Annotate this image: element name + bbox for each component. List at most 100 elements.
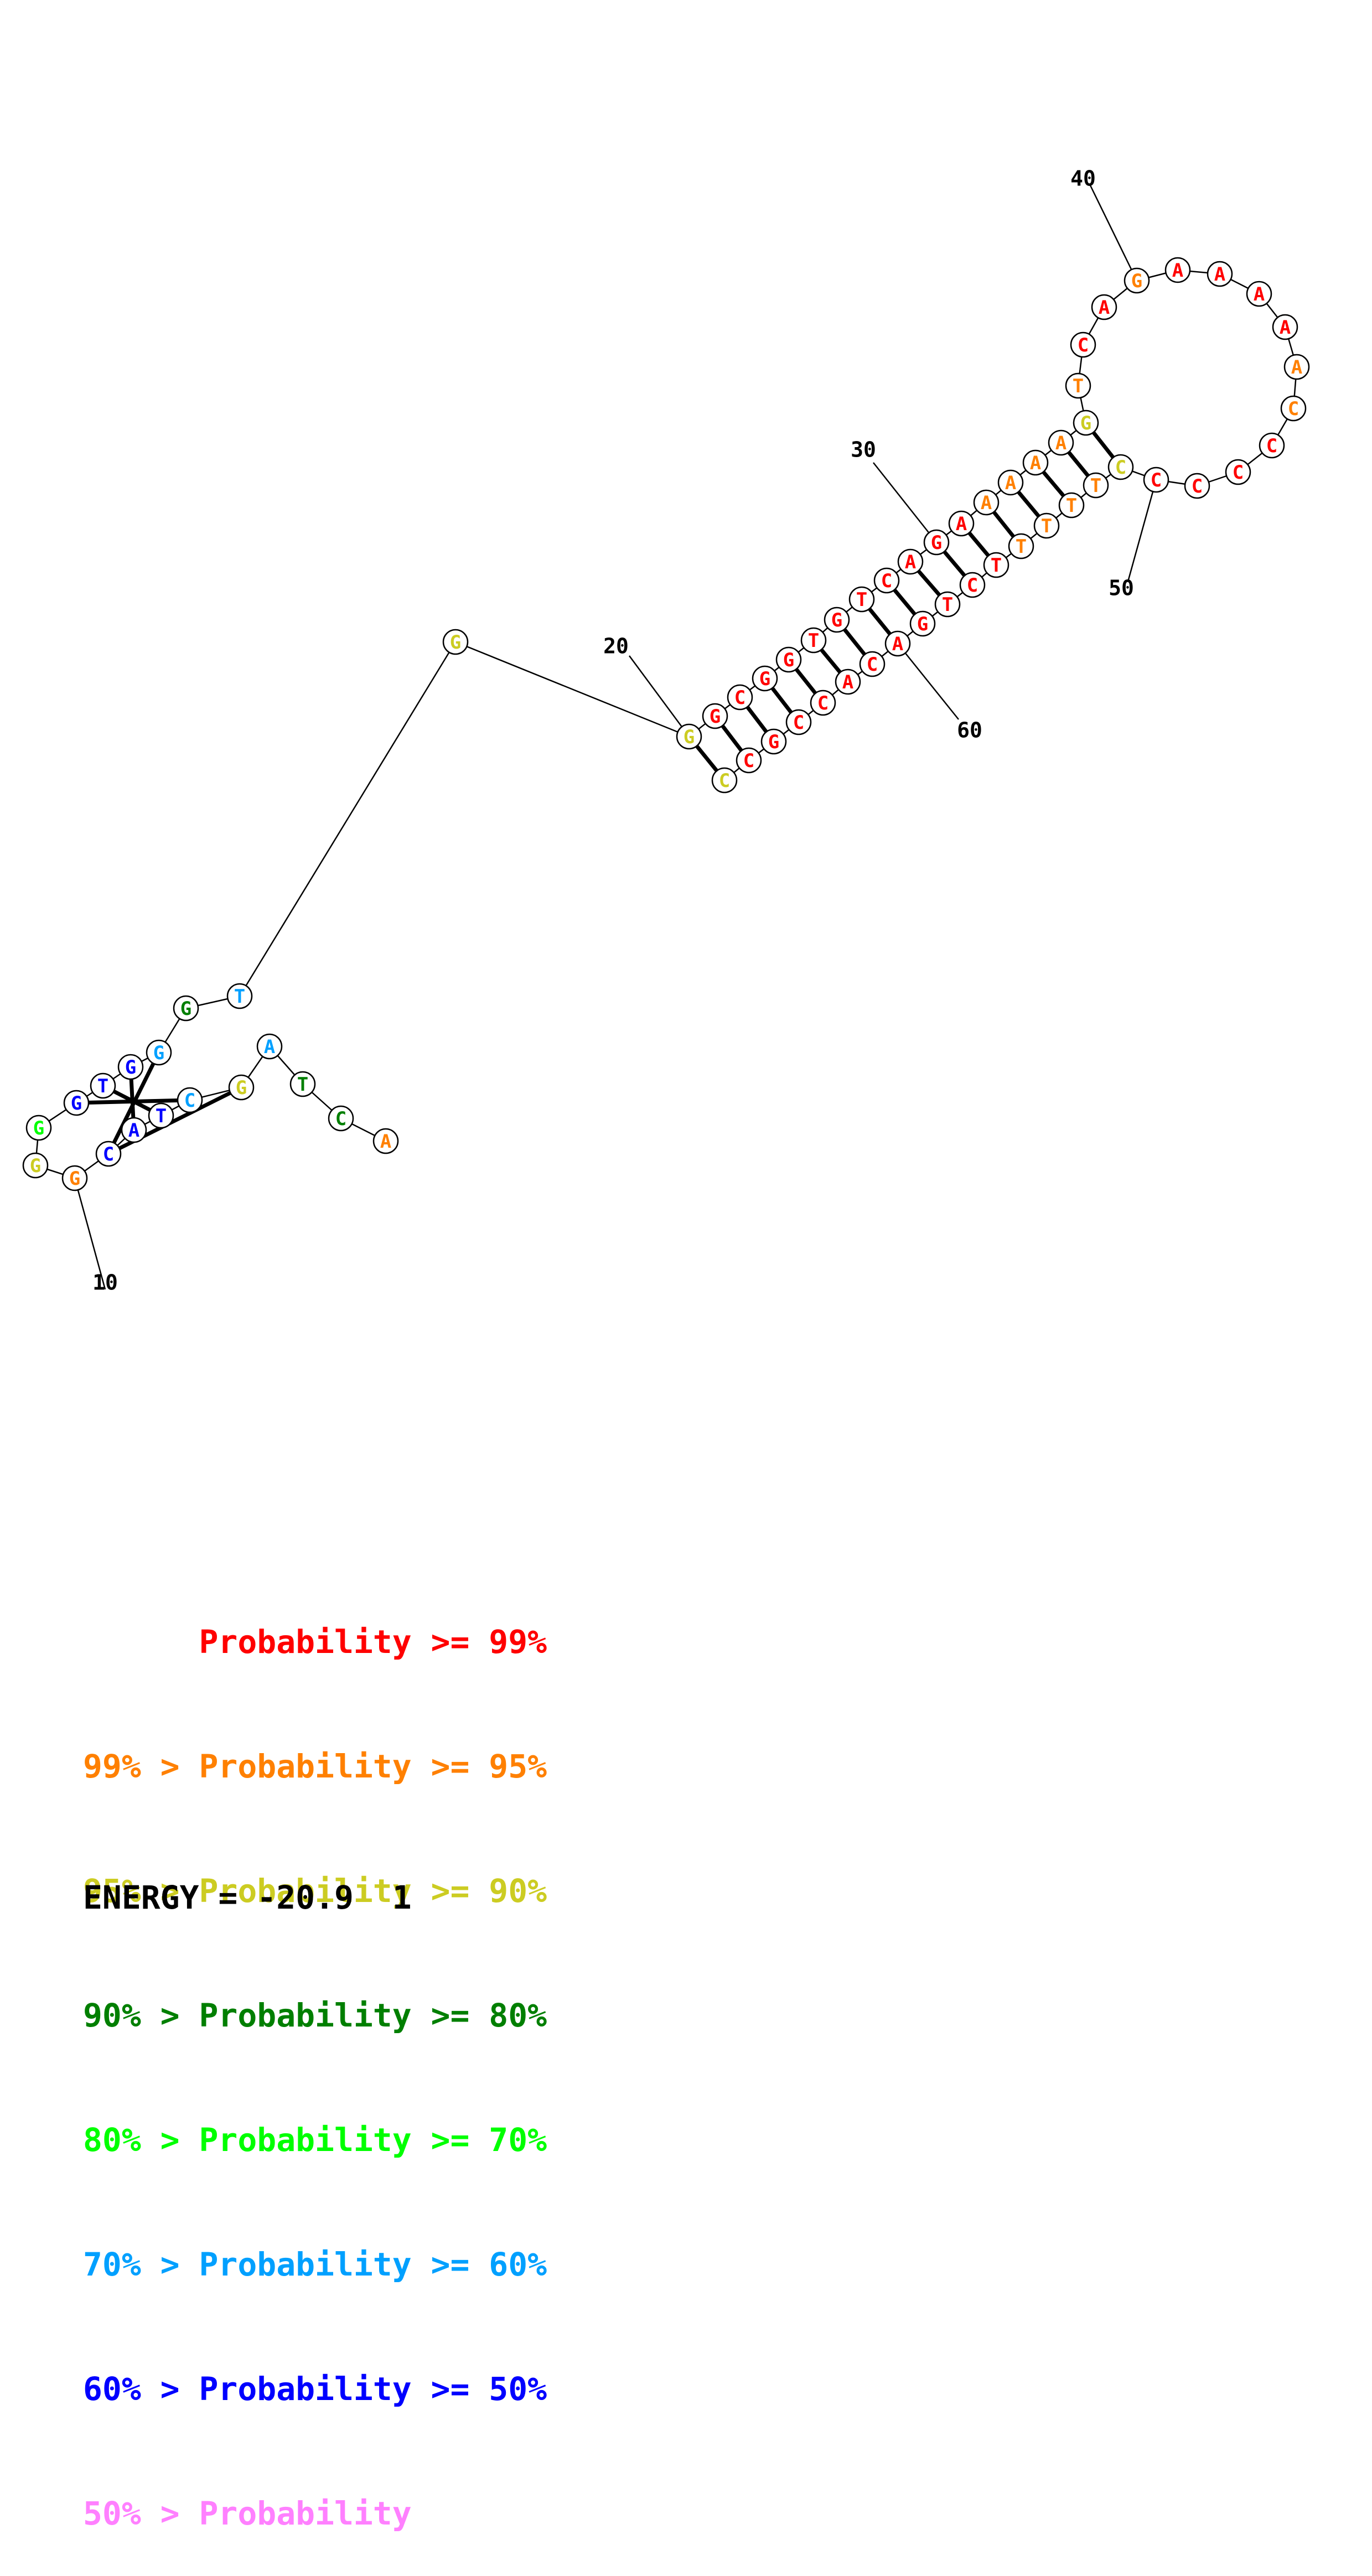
nucleotide-circle <box>736 747 762 774</box>
position-label-50: 50 <box>1109 576 1134 600</box>
nucleotide-letter: G <box>783 649 794 671</box>
nucleotide-41: A <box>1164 257 1191 283</box>
nucleotide-letter: G <box>69 1168 80 1190</box>
position-label-line-40 <box>1089 185 1138 281</box>
nucleotide-letter: A <box>1291 356 1302 379</box>
nucleotide-letter: T <box>1090 475 1101 497</box>
nucleotide-letter: T <box>991 554 1002 577</box>
nucleotide-circle <box>810 690 836 716</box>
nucleotide-circle <box>873 567 900 594</box>
nucleotide-circle <box>328 1105 354 1132</box>
nucleotide-letter: G <box>684 726 695 748</box>
nucleotide-letter: C <box>103 1143 114 1165</box>
nucleotide-circle <box>983 552 1009 578</box>
position-label-20: 20 <box>603 634 629 659</box>
nucleotide-letter: T <box>1073 375 1084 397</box>
nucleotide-63: C <box>810 690 836 716</box>
nucleotide-letter: A <box>1030 452 1041 474</box>
nucleotides: ACTAGCTACGGGGTGGGTGGGCGGTGTCAGAAAAAGTCAG… <box>22 257 1310 1191</box>
nucleotide-circle <box>1033 512 1060 539</box>
nucleotide-circle <box>1008 533 1034 559</box>
nucleotide-letter: A <box>1254 283 1265 305</box>
nucleotide-51: C <box>1107 454 1134 480</box>
nucleotide-18: T <box>226 983 253 1009</box>
nucleotide-circle <box>1058 492 1085 519</box>
nucleotide-letter: C <box>1078 334 1089 356</box>
nucleotide-33: A <box>997 469 1024 496</box>
nucleotide-35: A <box>1048 429 1074 456</box>
nucleotide-53: T <box>1058 492 1085 519</box>
legend-row-1: 99% > Probability >= 95% <box>83 1748 547 1785</box>
nucleotide-circle <box>775 646 802 673</box>
nucleotide-22: C <box>727 684 753 711</box>
backbone-segment-18-19 <box>239 641 457 997</box>
nucleotide-circle <box>90 1072 116 1099</box>
nucleotide-56: T <box>983 552 1009 578</box>
nucleotide-65: G <box>760 728 787 755</box>
nucleotide-circle <box>835 668 861 695</box>
nucleotide-circle <box>1184 473 1210 499</box>
nucleotide-34: A <box>1022 449 1049 476</box>
position-label-40: 40 <box>1070 167 1096 191</box>
nucleotide-letter: G <box>710 706 721 728</box>
base-pair-5-9 <box>107 1085 242 1156</box>
nucleotide-52: T <box>1083 472 1109 499</box>
position-label-10: 10 <box>92 1271 118 1295</box>
nucleotide-circle <box>1073 410 1099 436</box>
nucleotide-circle <box>63 1090 90 1116</box>
nucleotide-letter: C <box>1266 435 1277 457</box>
nucleotide-circle <box>1280 395 1307 422</box>
position-label-line-30 <box>873 462 937 543</box>
nucleotide-62: A <box>835 668 861 695</box>
nucleotide-circle <box>909 610 936 637</box>
nucleotide-4: A <box>256 1033 283 1060</box>
nucleotide-circle <box>1107 454 1134 480</box>
nucleotide-46: C <box>1280 395 1307 422</box>
nucleotide-letter: G <box>153 1042 164 1064</box>
nucleotide-letter: G <box>180 998 191 1020</box>
nucleotide-letter: C <box>1233 462 1244 484</box>
nucleotide-circle <box>997 469 1024 496</box>
nucleotide-circle <box>973 489 1000 516</box>
nucleotide-letter: A <box>1214 263 1225 286</box>
nucleotide-circle <box>702 703 728 729</box>
nucleotide-14: T <box>90 1072 116 1099</box>
nucleotide-38: C <box>1070 331 1096 358</box>
nucleotide-circle <box>256 1033 283 1060</box>
nucleotide-44: A <box>1272 314 1298 340</box>
position-label-line-10 <box>74 1178 106 1290</box>
nucleotide-circle <box>25 1115 52 1141</box>
nucleotide-circle <box>1143 467 1169 493</box>
nucleotide-32: A <box>973 489 1000 516</box>
nucleotide-circle <box>948 510 975 537</box>
nucleotide-letter: T <box>234 986 245 1008</box>
nucleotide-letter: C <box>335 1108 346 1130</box>
nucleotide-letter: G <box>30 1155 41 1177</box>
nucleotide-29: A <box>897 548 924 575</box>
nucleotide-circle <box>1091 294 1117 320</box>
nucleotide-21: G <box>702 703 728 729</box>
legend-row-5: 70% > Probability >= 60% <box>83 2246 547 2283</box>
nucleotide-circle <box>923 529 950 556</box>
nucleotide-66: C <box>736 747 762 774</box>
nucleotide-circle <box>61 1165 88 1191</box>
nucleotide-8: A <box>121 1117 147 1143</box>
nucleotide-letter: A <box>1005 472 1016 494</box>
nucleotide-40: G <box>1124 267 1150 294</box>
nucleotide-64: C <box>785 709 812 735</box>
nucleotide-letter: C <box>184 1090 195 1112</box>
legend-row-7: 50% > Probability <box>83 2495 412 2532</box>
nucleotide-10: G <box>61 1165 88 1191</box>
position-label-line-20 <box>628 655 690 737</box>
position-label-60: 60 <box>957 718 982 743</box>
nucleotide-11: G <box>22 1152 49 1179</box>
nucleotide-58: T <box>934 591 961 618</box>
nucleotide-55: T <box>1008 533 1034 559</box>
nucleotide-circle <box>173 995 199 1022</box>
nucleotide-letter: T <box>808 630 819 652</box>
position-label-line-50 <box>1127 479 1157 582</box>
nucleotide-27: T <box>848 586 875 613</box>
nucleotide-circle <box>1246 281 1272 307</box>
nucleotide-letter: G <box>917 613 928 635</box>
nucleotide-letter: C <box>1288 398 1299 420</box>
